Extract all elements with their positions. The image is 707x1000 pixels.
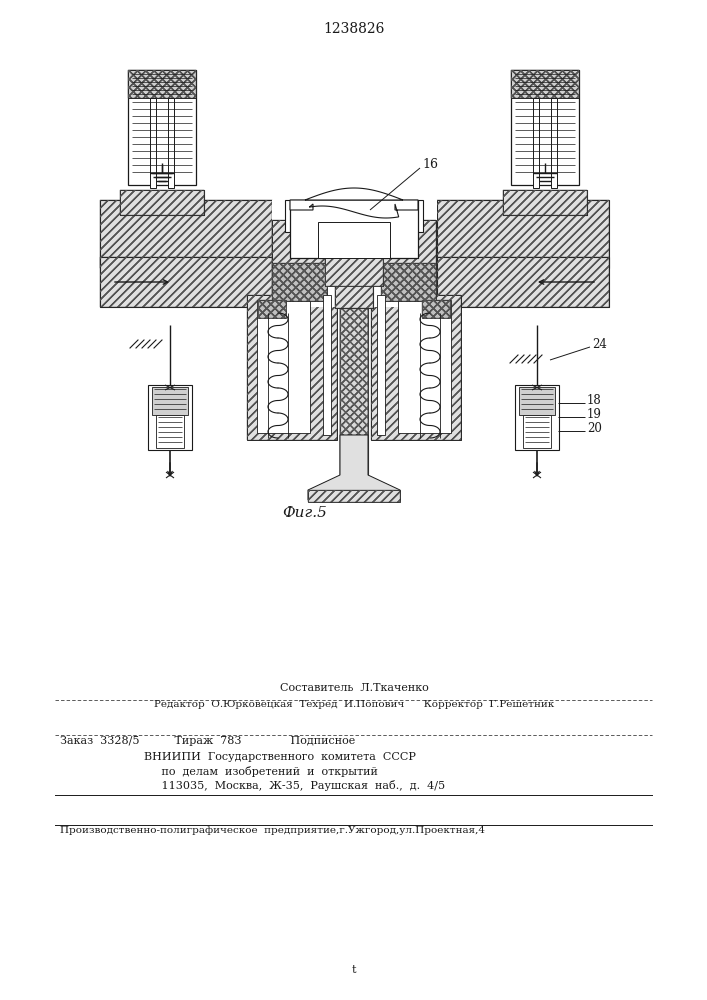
Text: Производственно-полиграфическое  предприятие,г.Ужгород,ул.Проектная,4: Производственно-полиграфическое предприя… <box>60 826 485 835</box>
Bar <box>437 257 609 307</box>
Bar <box>519 387 555 415</box>
Bar <box>381 263 436 301</box>
Text: 16: 16 <box>422 157 438 170</box>
Bar <box>398 300 451 433</box>
Bar <box>335 248 373 308</box>
Bar <box>128 70 196 185</box>
Text: 19: 19 <box>587 408 602 422</box>
Bar <box>325 248 383 286</box>
Polygon shape <box>290 200 418 218</box>
Bar <box>258 300 286 318</box>
Bar <box>383 220 436 268</box>
Bar <box>100 257 272 307</box>
Bar <box>247 295 337 440</box>
Bar <box>313 200 395 248</box>
Bar <box>340 285 368 475</box>
Bar <box>290 200 418 258</box>
Bar <box>422 300 450 318</box>
Bar <box>120 190 204 215</box>
Bar <box>272 220 325 268</box>
Bar <box>272 263 327 301</box>
Bar <box>100 200 272 268</box>
Bar <box>100 257 272 307</box>
Bar <box>371 295 461 440</box>
Bar <box>272 263 327 301</box>
Bar <box>422 300 450 318</box>
Bar <box>128 70 196 98</box>
Bar <box>437 257 609 307</box>
Bar <box>340 285 368 475</box>
Bar <box>120 190 204 215</box>
Bar <box>381 263 436 301</box>
Bar <box>340 285 368 475</box>
Bar <box>373 200 423 232</box>
Bar <box>503 190 587 215</box>
Bar <box>377 295 385 435</box>
Bar <box>156 415 184 448</box>
Text: 1238826: 1238826 <box>323 22 385 36</box>
Text: ВНИИПИ  Государственного  комитета  СССР: ВНИИПИ Государственного комитета СССР <box>130 752 416 762</box>
Bar <box>511 70 579 98</box>
Bar <box>247 295 337 440</box>
Bar <box>533 98 539 188</box>
Text: 18: 18 <box>587 394 602 408</box>
Text: 113035,  Москва,  Ж-35,  Раушская  наб.,  д.  4/5: 113035, Москва, Ж-35, Раушская наб., д. … <box>130 780 445 791</box>
Bar <box>308 490 400 502</box>
Bar <box>340 285 368 475</box>
Polygon shape <box>308 435 400 500</box>
Bar <box>515 385 559 450</box>
Bar <box>371 295 461 440</box>
Bar <box>503 190 587 215</box>
Bar <box>258 300 286 318</box>
Bar <box>335 248 373 308</box>
Bar <box>272 200 437 268</box>
Bar <box>272 257 437 307</box>
Bar <box>152 387 188 415</box>
Polygon shape <box>305 188 403 200</box>
Text: Заказ  3328/5          Тираж  783              Подписное: Заказ 3328/5 Тираж 783 Подписное <box>60 736 355 746</box>
Bar <box>383 220 436 268</box>
Bar <box>308 490 400 502</box>
Bar <box>257 300 310 433</box>
Text: Фиг.5: Фиг.5 <box>283 506 327 520</box>
Bar <box>120 190 204 215</box>
Bar <box>437 200 609 268</box>
Text: 24: 24 <box>592 338 607 351</box>
Bar <box>128 70 196 98</box>
Bar <box>551 98 557 188</box>
Bar <box>325 248 383 286</box>
Bar <box>272 220 325 268</box>
Bar <box>325 248 383 286</box>
Bar <box>503 190 587 215</box>
Bar <box>148 385 192 450</box>
Text: Составитель  Л.Ткаченко: Составитель Л.Ткаченко <box>280 683 428 693</box>
Bar <box>511 70 579 98</box>
Text: Редактор  О.Юрковецкая  Техред  И.Попович      Корректор  Г.Решетник: Редактор О.Юрковецкая Техред И.Попович К… <box>154 700 554 709</box>
Bar <box>318 222 390 258</box>
Bar <box>168 98 174 188</box>
Bar <box>285 200 335 232</box>
Bar <box>437 200 609 268</box>
Bar <box>323 295 331 435</box>
Bar <box>523 415 551 448</box>
Text: t: t <box>352 965 356 975</box>
Text: по  делам  изобретений  и  открытий: по делам изобретений и открытий <box>130 766 378 777</box>
Text: 20: 20 <box>587 422 602 436</box>
Bar <box>150 98 156 188</box>
Bar <box>335 248 373 308</box>
Bar <box>511 70 579 185</box>
Bar <box>100 200 272 268</box>
